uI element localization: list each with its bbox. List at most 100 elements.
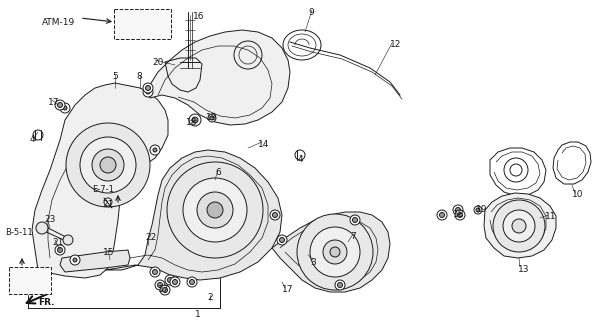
Polygon shape [148, 30, 290, 125]
Circle shape [152, 269, 158, 275]
Circle shape [456, 207, 461, 212]
Circle shape [104, 198, 112, 206]
Circle shape [143, 83, 153, 93]
Text: 18: 18 [453, 210, 465, 219]
Text: 14: 14 [258, 140, 270, 149]
Circle shape [100, 157, 116, 173]
Text: B-5-11: B-5-11 [5, 228, 33, 237]
Circle shape [155, 280, 165, 290]
Text: 18: 18 [186, 118, 198, 127]
Text: 15: 15 [103, 248, 114, 257]
Circle shape [183, 178, 247, 242]
Circle shape [146, 90, 150, 94]
Circle shape [150, 267, 160, 277]
Circle shape [10, 276, 20, 286]
Circle shape [63, 106, 67, 110]
Circle shape [337, 283, 343, 287]
FancyBboxPatch shape [9, 267, 51, 294]
Circle shape [146, 85, 151, 91]
Circle shape [153, 148, 157, 152]
Circle shape [70, 255, 80, 265]
Text: 11: 11 [545, 212, 556, 221]
Circle shape [168, 277, 173, 283]
Text: 9: 9 [308, 8, 314, 17]
Circle shape [158, 283, 162, 287]
Circle shape [173, 279, 177, 284]
Circle shape [453, 205, 463, 215]
Text: 8: 8 [136, 72, 142, 81]
Circle shape [80, 137, 136, 193]
Circle shape [335, 280, 345, 290]
Circle shape [207, 202, 223, 218]
Circle shape [297, 214, 373, 290]
Text: 6: 6 [215, 168, 221, 177]
Circle shape [352, 218, 358, 222]
Text: 2: 2 [207, 293, 212, 302]
Circle shape [493, 200, 545, 252]
Circle shape [55, 100, 65, 110]
Circle shape [476, 208, 480, 212]
Circle shape [277, 235, 287, 245]
Circle shape [273, 212, 277, 218]
Polygon shape [272, 212, 390, 292]
Circle shape [474, 206, 482, 214]
Circle shape [295, 150, 305, 160]
Text: 3: 3 [310, 258, 316, 267]
Circle shape [55, 245, 65, 255]
Circle shape [189, 279, 195, 284]
Circle shape [310, 227, 360, 277]
Circle shape [92, 149, 124, 181]
Circle shape [280, 237, 284, 243]
Text: 21: 21 [102, 200, 114, 209]
Circle shape [503, 210, 535, 242]
Text: 7: 7 [350, 232, 356, 241]
Circle shape [66, 123, 150, 207]
Polygon shape [32, 83, 168, 278]
Text: 17: 17 [158, 285, 170, 294]
Text: 13: 13 [518, 265, 530, 274]
Circle shape [170, 277, 180, 287]
Text: E-7-1: E-7-1 [92, 185, 114, 194]
Circle shape [143, 87, 153, 97]
Circle shape [73, 258, 77, 262]
Circle shape [187, 277, 197, 287]
Circle shape [167, 162, 263, 258]
Text: 19: 19 [476, 205, 487, 214]
Circle shape [189, 114, 201, 126]
FancyBboxPatch shape [114, 9, 171, 39]
Circle shape [323, 240, 347, 264]
Polygon shape [105, 150, 282, 280]
Text: 19: 19 [206, 113, 218, 122]
Text: 4: 4 [298, 155, 303, 164]
Text: 4: 4 [30, 135, 36, 144]
Text: 17: 17 [48, 98, 60, 107]
Text: 16: 16 [193, 12, 205, 21]
Circle shape [162, 287, 168, 292]
Circle shape [440, 212, 444, 218]
Polygon shape [60, 250, 130, 272]
Circle shape [197, 192, 233, 228]
Circle shape [36, 222, 48, 234]
Circle shape [208, 114, 216, 122]
Text: 20: 20 [152, 58, 164, 67]
Text: 1: 1 [195, 310, 201, 319]
Text: FR.: FR. [38, 298, 55, 307]
Circle shape [63, 235, 73, 245]
Circle shape [192, 117, 198, 123]
Circle shape [160, 285, 170, 295]
Text: 12: 12 [390, 40, 402, 49]
Circle shape [58, 247, 62, 252]
Circle shape [60, 103, 70, 113]
Text: ATM-19: ATM-19 [42, 18, 75, 27]
Text: 22: 22 [145, 233, 156, 242]
Circle shape [330, 247, 340, 257]
Circle shape [458, 212, 462, 218]
Text: 10: 10 [572, 190, 584, 199]
Text: 5: 5 [112, 72, 118, 81]
Circle shape [350, 215, 360, 225]
Circle shape [165, 275, 175, 285]
Circle shape [210, 116, 214, 120]
Circle shape [437, 210, 447, 220]
Circle shape [58, 102, 62, 108]
Text: 17: 17 [282, 285, 293, 294]
